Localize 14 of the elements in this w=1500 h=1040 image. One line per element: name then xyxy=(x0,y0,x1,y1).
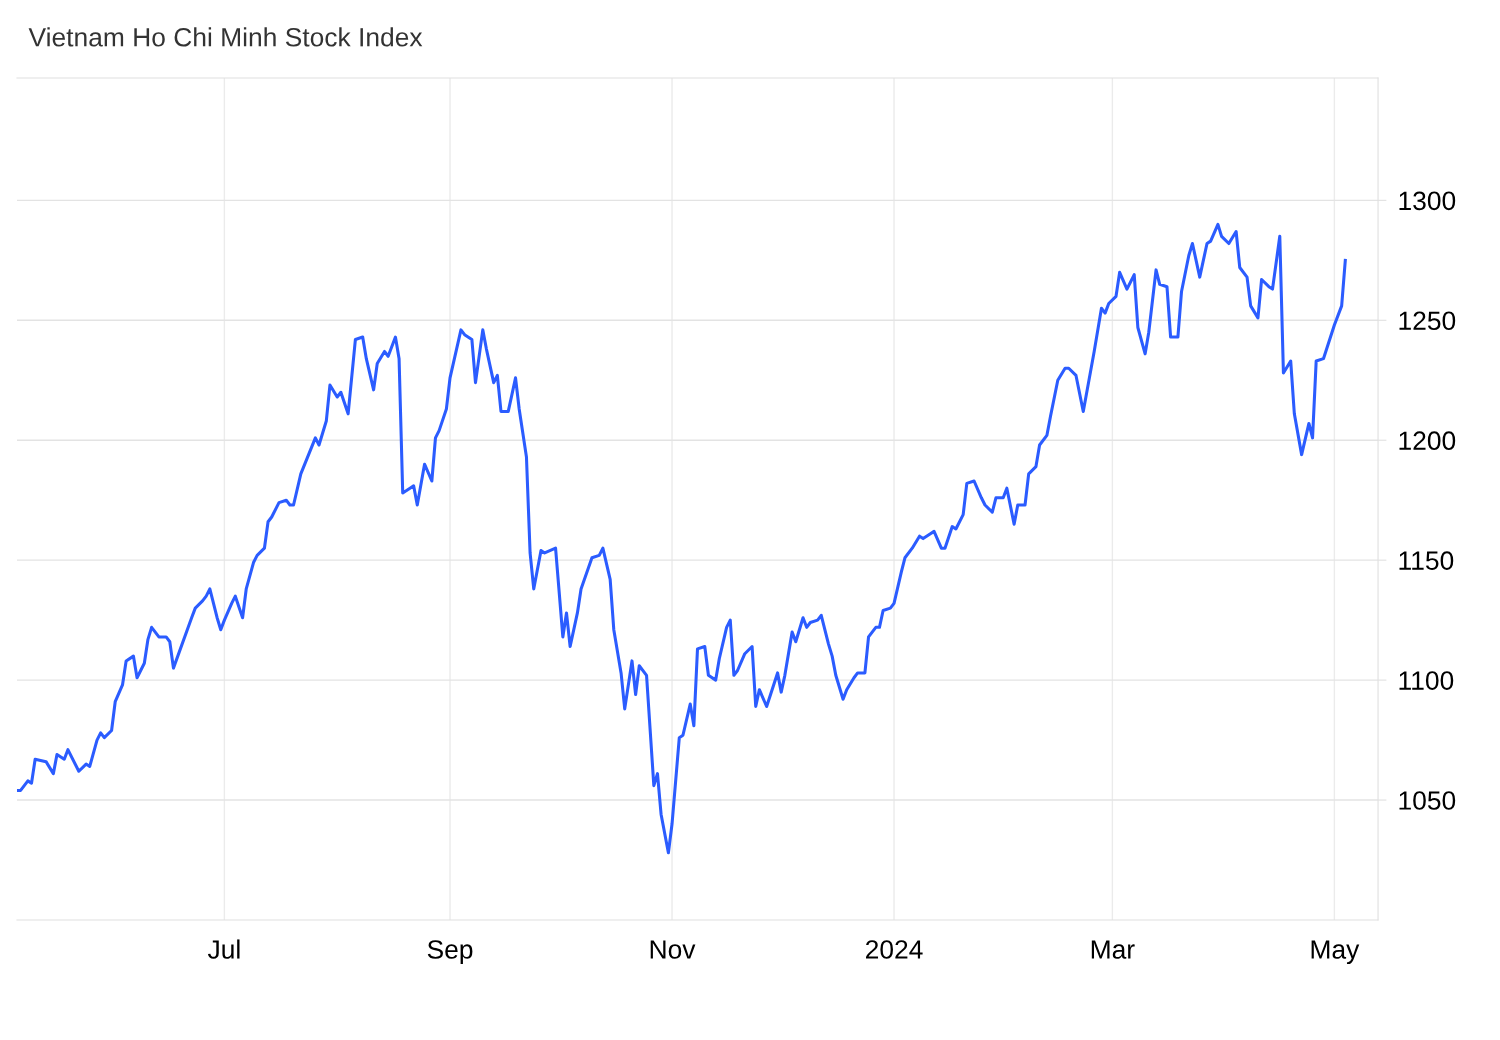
chart-title: Vietnam Ho Chi Minh Stock Index xyxy=(28,27,423,47)
line-series xyxy=(16,222,1347,855)
x-tick-label: May xyxy=(1311,940,1360,965)
y-tick-label: 1100 xyxy=(1399,671,1454,690)
x-tick-label: 2024 xyxy=(866,940,923,959)
y-tick-label: 1300 xyxy=(1399,191,1456,211)
y-tick-label: 1200 xyxy=(1399,431,1456,451)
x-tick-label: Jul xyxy=(207,939,240,959)
y-tick-label: 1050 xyxy=(1399,791,1456,810)
y-tick-label: 1150 xyxy=(1399,551,1454,570)
x-tick-label: Nov xyxy=(650,940,696,959)
x-tick-label: Mar xyxy=(1091,940,1135,959)
y-tick-label: 1250 xyxy=(1399,311,1456,331)
x-tick-label: Sep xyxy=(427,940,473,965)
